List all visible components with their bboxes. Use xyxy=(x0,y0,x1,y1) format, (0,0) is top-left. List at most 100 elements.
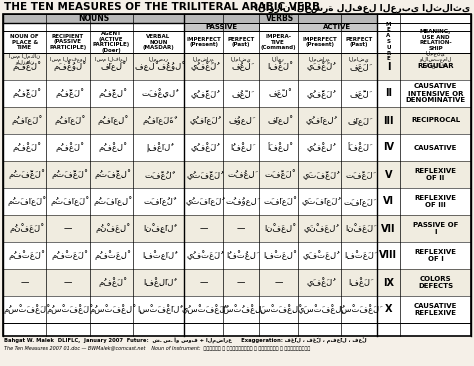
Text: فَاعِلْ: فَاعِلْ xyxy=(100,61,122,71)
Text: يُتَفَاعَلُ: يُتَفَاعَلُ xyxy=(185,197,222,206)
Text: يُفْعَلُ: يُفْعَلُ xyxy=(191,143,217,152)
Text: مُتَفَّعِلْ: مُتَفَّعِلْ xyxy=(95,169,128,179)
Text: IX: IX xyxy=(383,277,394,288)
Text: مُتَفَاعَلْ: مُتَفَاعَلْ xyxy=(50,197,85,206)
Text: RECIPIENT
(PASSIVE
PARTICIPLE): RECIPIENT (PASSIVE PARTICIPLE) xyxy=(49,34,87,50)
Text: مُسْتَفْعَلْ: مُسْتَفْعَلْ xyxy=(46,305,90,314)
Text: يَتَفَاعَلُ: يَتَفَاعَلُ xyxy=(301,197,338,206)
Text: NOUN OF
PLACE &
TIME: NOUN OF PLACE & TIME xyxy=(10,34,39,50)
Text: الأمر: الأمر xyxy=(272,57,284,62)
Text: REFLEXIVE
OF II: REFLEXIVE OF II xyxy=(415,168,456,181)
Text: تَفَّعَلَ: تَفَّعَلَ xyxy=(345,170,373,179)
Text: مُتَفَاعَلْ: مُتَفَاعَلْ xyxy=(7,197,42,206)
Text: PASSIVE: PASSIVE xyxy=(205,24,237,30)
Text: CAUSATIVE
INTENSIVE OR
DENOMINATIVE: CAUSATIVE INTENSIVE OR DENOMINATIVE xyxy=(406,83,465,104)
Text: X: X xyxy=(385,305,392,314)
Text: —: — xyxy=(64,224,72,233)
Text: ACTIVE: ACTIVE xyxy=(323,24,351,30)
Bar xyxy=(3,215,471,242)
Bar xyxy=(3,188,471,215)
Text: NOUNS: NOUNS xyxy=(78,14,109,23)
Text: مُفَاعَلْ: مُفَاعَلْ xyxy=(54,116,82,126)
Text: مُفَاعِلْ: مُفَاعِلْ xyxy=(98,116,125,126)
Bar xyxy=(3,53,471,80)
Text: يُفْتَعَلُ: يُفْتَعَلُ xyxy=(186,251,220,260)
Text: فُعِلَ: فُعِلَ xyxy=(231,62,251,71)
Text: —: — xyxy=(200,278,208,287)
Bar xyxy=(3,134,471,161)
Text: يُسْتَفْعَلُ: يُسْتَفْعَلُ xyxy=(182,305,226,314)
Text: فُوعِلَ: فُوعِلَ xyxy=(229,116,253,125)
Text: III: III xyxy=(383,116,394,126)
Text: الماضي: الماضي xyxy=(348,57,369,62)
Text: RECIPROCAL: RECIPROCAL xyxy=(411,117,460,123)
Text: PERFECT
(Past): PERFECT (Past) xyxy=(345,37,373,48)
Text: مَفْعُولْ: مَفْعُولْ xyxy=(54,61,82,71)
Text: I: I xyxy=(387,61,390,71)
Text: مُسْتَفْعَلْ: مُسْتَفْعَلْ xyxy=(3,305,46,314)
Text: مُفَّعَلْ: مُفَّعَلْ xyxy=(55,89,81,98)
Text: يُفْعِلُ: يُفْعِلُ xyxy=(307,143,333,152)
Text: تُفُعِلَ: تُفُعِلَ xyxy=(227,170,255,179)
Text: VERBS: VERBS xyxy=(266,14,294,23)
Text: اسم الفاعل: اسم الفاعل xyxy=(95,57,127,62)
Bar xyxy=(3,107,471,134)
Bar xyxy=(3,242,471,269)
Text: IMPERA-
TIVE
(Command): IMPERA- TIVE (Command) xyxy=(261,34,296,50)
Text: —: — xyxy=(64,278,72,287)
Text: IV: IV xyxy=(383,142,394,153)
Text: —: — xyxy=(237,224,245,233)
Text: اِفْتَعِلْ: اِفْتَعِلْ xyxy=(264,251,293,260)
Text: المضارع: المضارع xyxy=(192,57,215,62)
Text: مُفَّعِلْ: مُفَّعِلْ xyxy=(99,89,124,98)
Text: PERFECT
(Past): PERFECT (Past) xyxy=(228,37,255,48)
Text: اِفْعَلَ: اِفْعَلَ xyxy=(348,278,370,287)
Text: VII: VII xyxy=(381,224,396,234)
Text: اِفْعَلْ: اِفْعَلْ xyxy=(267,61,289,71)
Text: M
E
A
S
U
R
E: M E A S U R E xyxy=(386,22,391,61)
Text: مُنْفَعَلْ: مُنْفَعَلْ xyxy=(9,224,40,234)
Text: اِنْفَعِلْ: اِنْفَعِلْ xyxy=(264,224,292,234)
Text: V: V xyxy=(385,169,392,179)
Text: مُنْفَعِلْ: مُنْفَعِلْ xyxy=(96,224,127,234)
Text: يَتَفَّعَلُ: يَتَفَّعَلُ xyxy=(302,170,337,179)
Text: يُفَّعَلُ: يُفَّعَلُ xyxy=(191,89,217,98)
Text: تَفَاعُلٌ: تَفَاعُلٌ xyxy=(144,197,173,206)
Text: مُفَاعَلَةٌ: مُفَاعَلَةٌ xyxy=(143,116,174,125)
Bar xyxy=(3,161,471,188)
Bar xyxy=(3,296,471,323)
Text: اُفْتُعِلَ: اُفْتُعِلَ xyxy=(226,251,256,260)
Text: IMPERFECT
(Present): IMPERFECT (Present) xyxy=(302,37,337,48)
Text: PASSIVE OF
I: PASSIVE OF I xyxy=(413,222,458,235)
Text: المصدر: المصدر xyxy=(148,57,168,62)
Text: اِسْتَفْعَلَ: اِسْتَفْعَلَ xyxy=(339,305,379,314)
Text: اُسْتُفْعِلَ: اُسْتُفْعِلَ xyxy=(221,305,261,314)
Text: مُتَفَاعِلْ: مُتَفَاعِلْ xyxy=(93,197,129,206)
Text: فَعَلَ: فَعَلَ xyxy=(349,62,369,71)
Text: فَاعَلَ: فَاعَلَ xyxy=(348,116,370,125)
Bar xyxy=(298,23,377,31)
Text: الماضي: الماضي xyxy=(231,57,251,62)
Text: —: — xyxy=(237,278,245,287)
Bar xyxy=(3,80,471,107)
Text: أَفْعَلَ: أَفْعَلَ xyxy=(348,143,370,152)
Text: —: — xyxy=(274,278,283,287)
Text: REFLEXIVE
OF III: REFLEXIVE OF III xyxy=(415,195,456,208)
Text: —: — xyxy=(200,224,208,233)
Text: يَفْعَلُ: يَفْعَلُ xyxy=(307,61,333,71)
Text: اِسْتَفْعِلْ: اِسْتَفْعِلْ xyxy=(258,305,298,314)
Text: مُتَفَّعَلْ: مُتَفَّعَلْ xyxy=(8,169,41,179)
Text: يَسْتَفْعِلُ: يَسْتَفْعِلُ xyxy=(297,305,342,314)
Text: VERBAL
NOUN
(MASDAR): VERBAL NOUN (MASDAR) xyxy=(143,34,174,50)
Text: يَنْفَعِلُ: يَنْفَعِلُ xyxy=(303,224,336,234)
Text: اُفْعِلَ: اُفْعِلَ xyxy=(230,143,252,152)
Text: يُفْعَلُ: يُفْعَلُ xyxy=(191,61,217,71)
Text: مُفْتَعِلْ: مُفْتَعِلْ xyxy=(95,251,128,261)
Text: COLORS
DEFECTS: COLORS DEFECTS xyxy=(418,276,453,289)
Text: المضارع: المضارع xyxy=(309,57,331,62)
Text: اِفْعِلَالٌ: اِفْعِلَالٌ xyxy=(143,278,173,287)
Text: تُفُوعِلَ: تُفُوعِلَ xyxy=(225,197,257,206)
Bar xyxy=(184,14,377,23)
Text: مُفْتَعَلْ: مُفْتَعَلْ xyxy=(52,251,84,261)
Text: MEANING,
USE AND
RELATION-
SHIP: MEANING, USE AND RELATION- SHIP xyxy=(419,29,452,51)
